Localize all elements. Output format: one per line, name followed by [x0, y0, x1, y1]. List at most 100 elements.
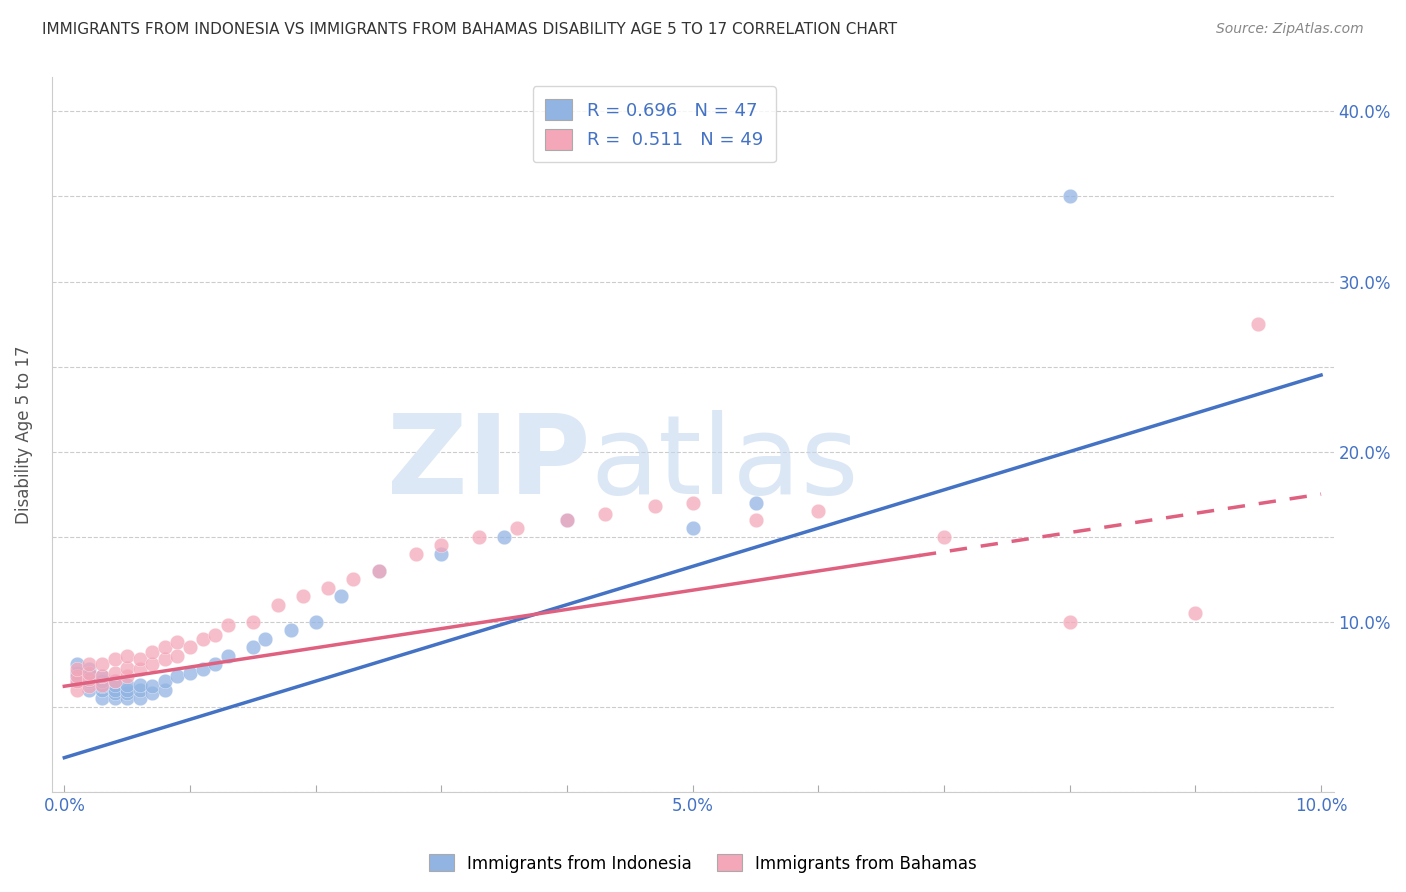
- Point: [115, 686, 138, 700]
- Point: [153, 674, 176, 689]
- Point: [744, 495, 766, 509]
- Point: [103, 674, 125, 689]
- Point: [1059, 615, 1081, 629]
- Point: [103, 674, 125, 689]
- Point: [242, 615, 264, 629]
- Point: [204, 628, 226, 642]
- Point: [79, 665, 101, 680]
- Point: [204, 657, 226, 672]
- Point: [1059, 189, 1081, 203]
- Point: [153, 652, 176, 666]
- Point: [141, 645, 163, 659]
- Point: [430, 547, 453, 561]
- Point: [115, 682, 138, 697]
- Point: [141, 686, 163, 700]
- Point: [367, 564, 389, 578]
- Point: [79, 665, 101, 680]
- Point: [115, 660, 138, 674]
- Point: [153, 640, 176, 655]
- Point: [66, 669, 89, 683]
- Point: [103, 677, 125, 691]
- Point: [807, 504, 830, 518]
- Y-axis label: Disability Age 5 to 17: Disability Age 5 to 17: [15, 345, 32, 524]
- Point: [153, 682, 176, 697]
- Point: [430, 538, 453, 552]
- Point: [66, 682, 89, 697]
- Point: [1247, 317, 1270, 331]
- Point: [292, 589, 315, 603]
- Point: [66, 662, 89, 676]
- Point: [468, 530, 491, 544]
- Point: [305, 615, 328, 629]
- Point: [744, 513, 766, 527]
- Point: [103, 652, 125, 666]
- Point: [217, 618, 239, 632]
- Text: ZIP: ZIP: [387, 409, 591, 516]
- Point: [91, 657, 114, 672]
- Point: [316, 581, 339, 595]
- Legend: Immigrants from Indonesia, Immigrants from Bahamas: Immigrants from Indonesia, Immigrants fr…: [422, 847, 984, 880]
- Point: [1184, 606, 1206, 620]
- Point: [166, 635, 188, 649]
- Point: [128, 682, 150, 697]
- Point: [128, 652, 150, 666]
- Text: atlas: atlas: [591, 409, 859, 516]
- Point: [254, 632, 277, 646]
- Point: [91, 677, 114, 691]
- Point: [128, 691, 150, 706]
- Point: [166, 669, 188, 683]
- Point: [79, 682, 101, 697]
- Point: [179, 665, 201, 680]
- Point: [367, 564, 389, 578]
- Point: [342, 572, 364, 586]
- Point: [267, 598, 290, 612]
- Point: [506, 521, 529, 535]
- Point: [644, 499, 666, 513]
- Point: [91, 682, 114, 697]
- Point: [166, 648, 188, 663]
- Point: [682, 495, 704, 509]
- Point: [128, 662, 150, 676]
- Point: [555, 513, 578, 527]
- Point: [141, 679, 163, 693]
- Point: [115, 648, 138, 663]
- Point: [103, 691, 125, 706]
- Point: [103, 682, 125, 697]
- Point: [66, 657, 89, 672]
- Text: IMMIGRANTS FROM INDONESIA VS IMMIGRANTS FROM BAHAMAS DISABILITY AGE 5 TO 17 CORR: IMMIGRANTS FROM INDONESIA VS IMMIGRANTS …: [42, 22, 897, 37]
- Point: [555, 513, 578, 527]
- Point: [79, 662, 101, 676]
- Point: [128, 677, 150, 691]
- Point: [932, 530, 955, 544]
- Point: [91, 691, 114, 706]
- Point: [79, 674, 101, 689]
- Point: [103, 665, 125, 680]
- Point: [91, 669, 114, 683]
- Point: [593, 508, 616, 522]
- Point: [191, 632, 214, 646]
- Point: [91, 674, 114, 689]
- Point: [79, 673, 101, 687]
- Point: [179, 640, 201, 655]
- Text: Source: ZipAtlas.com: Source: ZipAtlas.com: [1216, 22, 1364, 37]
- Point: [217, 648, 239, 663]
- Point: [79, 657, 101, 672]
- Point: [141, 657, 163, 672]
- Point: [91, 679, 114, 693]
- Point: [66, 674, 89, 689]
- Point: [242, 640, 264, 655]
- Point: [494, 530, 516, 544]
- Point: [280, 623, 302, 637]
- Point: [103, 686, 125, 700]
- Point: [191, 662, 214, 676]
- Point: [66, 665, 89, 680]
- Point: [91, 669, 114, 683]
- Point: [329, 589, 352, 603]
- Point: [66, 674, 89, 689]
- Point: [115, 691, 138, 706]
- Point: [79, 679, 101, 693]
- Point: [79, 669, 101, 683]
- Point: [682, 521, 704, 535]
- Point: [405, 547, 427, 561]
- Point: [115, 677, 138, 691]
